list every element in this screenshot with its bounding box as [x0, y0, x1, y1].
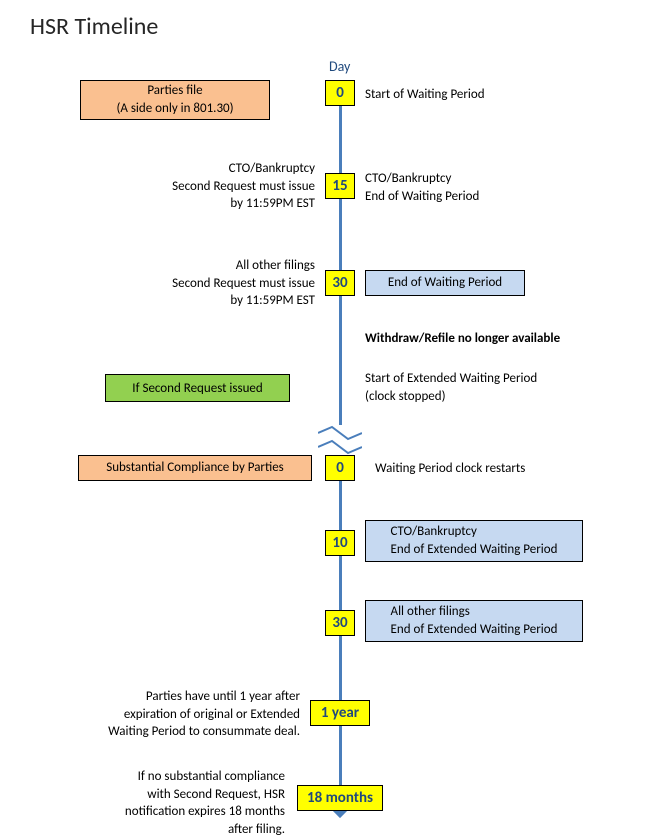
event-box: Parties file(A side only in 801.30): [80, 80, 270, 120]
annotation: Waiting Period clock restarts: [375, 460, 605, 478]
annotation: CTO/BankruptcySecond Request must issueb…: [115, 160, 315, 213]
day-marker: 30: [325, 610, 355, 636]
annotation: Parties have until 1 year afterexpiratio…: [85, 688, 300, 741]
annotation: All other filingsSecond Request must iss…: [115, 257, 315, 310]
annotation: If no substantial compliancewith Second …: [85, 768, 285, 838]
timeline-line: [339, 95, 342, 425]
annotation: Withdraw/Refile no longer available: [365, 330, 625, 348]
timeline-break: [318, 425, 362, 455]
day-marker: 15: [325, 173, 355, 199]
annotation: Start of Extended Waiting Period(clock s…: [365, 370, 605, 405]
day-marker: 0: [325, 80, 355, 106]
milestone-box: All other filingsEnd of Extended Waiting…: [365, 600, 583, 642]
annotation: Start of Waiting Period: [365, 86, 595, 104]
event-box: Substantial Compliance by Parties: [78, 455, 312, 481]
day-marker: 30: [325, 270, 355, 296]
condition-box: If Second Request issued: [105, 374, 290, 402]
day-marker: 10: [325, 530, 355, 556]
day-marker: 18 months: [297, 785, 383, 811]
page-title: HSR Timeline: [30, 12, 158, 41]
milestone-box: CTO/BankruptcyEnd of Extended Waiting Pe…: [365, 520, 583, 562]
day-marker: 0: [325, 455, 355, 481]
day-header: Day: [329, 58, 350, 75]
annotation: CTO/BankruptcyEnd of Waiting Period: [365, 170, 595, 205]
day-marker: 1 year: [310, 700, 370, 726]
milestone-box: End of Waiting Period: [365, 270, 525, 296]
